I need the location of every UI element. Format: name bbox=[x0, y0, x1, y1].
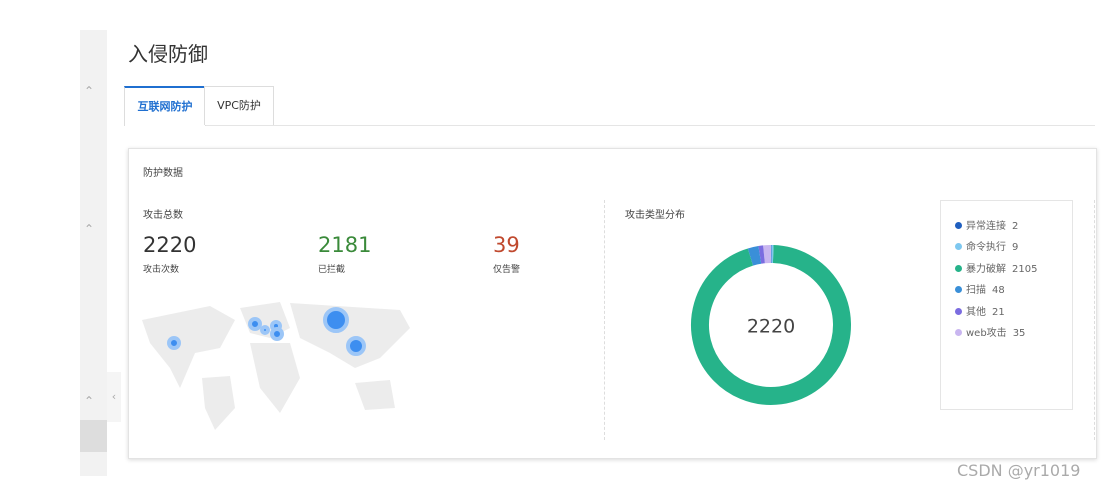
legend-name: 其他 bbox=[966, 306, 986, 318]
legend-dot bbox=[955, 222, 962, 229]
legend-value: 35 bbox=[1012, 328, 1026, 339]
legend-value: 2 bbox=[1012, 221, 1019, 232]
legend-item[interactable]: 暴力破解 2105 bbox=[955, 260, 1037, 275]
sidebar-block bbox=[80, 420, 107, 452]
stat-label: 已拦截 bbox=[318, 265, 346, 275]
legend-item[interactable]: web攻击 35 bbox=[955, 324, 1025, 339]
tab[interactable]: VPC防护 bbox=[204, 86, 274, 125]
donut-segment[interactable] bbox=[691, 245, 851, 405]
legend-item[interactable]: 其他 21 bbox=[955, 303, 1005, 318]
expand-handle[interactable]: ‹ bbox=[107, 372, 121, 422]
watermark: CSDN @yr1019 bbox=[957, 461, 1081, 480]
legend-dot bbox=[955, 307, 962, 315]
collapse-icon[interactable]: ⌃ bbox=[84, 84, 95, 98]
card bbox=[128, 148, 1097, 459]
tab[interactable]: 互联网防护 bbox=[124, 86, 206, 126]
collapse-icon[interactable]: ⌃ bbox=[84, 222, 95, 236]
section-title: 攻击类型分布 bbox=[625, 210, 685, 221]
collapse-icon[interactable]: ⌃ bbox=[84, 394, 95, 408]
page-title: 入侵防御 bbox=[128, 42, 208, 66]
stat-value: 2181 bbox=[318, 233, 372, 257]
legend-dot bbox=[955, 286, 962, 294]
legend-value: 21 bbox=[992, 306, 1005, 318]
sidebar bbox=[80, 30, 107, 476]
stat-label: 仅告警 bbox=[493, 265, 521, 275]
legend-value: 48 bbox=[992, 285, 1005, 297]
legend-name: web攻击 bbox=[966, 328, 1007, 339]
legend-name: 扫描 bbox=[966, 285, 986, 297]
stat-label: 攻击次数 bbox=[143, 265, 180, 275]
legend-item[interactable]: 异常连接 2 bbox=[955, 217, 1018, 232]
legend-item[interactable]: 命令执行 9 bbox=[955, 238, 1018, 253]
legend-item[interactable]: 扫描 48 bbox=[955, 281, 1005, 296]
legend-dot bbox=[955, 329, 962, 336]
card-title: 防护数据 bbox=[143, 168, 183, 179]
divider bbox=[1094, 200, 1095, 440]
section-title: 攻击总数 bbox=[143, 210, 183, 221]
legend-name: 命令执行 bbox=[966, 242, 1006, 254]
world-map bbox=[142, 302, 410, 430]
donut-segment[interactable] bbox=[747, 246, 762, 266]
legend-value: 2105 bbox=[1012, 263, 1038, 275]
legend-value: 9 bbox=[1012, 242, 1019, 254]
legend-name: 异常连接 bbox=[966, 221, 1006, 232]
donut-total: 2220 bbox=[747, 316, 795, 338]
legend-dot bbox=[955, 243, 962, 251]
donut-chart: 2220 bbox=[691, 245, 851, 405]
stat-value: 2220 bbox=[143, 233, 197, 257]
divider bbox=[604, 200, 605, 440]
legend-name: 暴力破解 bbox=[966, 263, 1006, 275]
donut-segment[interactable] bbox=[758, 245, 765, 264]
map-bubbles bbox=[167, 307, 366, 356]
tab-line bbox=[124, 125, 1095, 126]
stat-value: 39 bbox=[493, 233, 520, 257]
legend-dot bbox=[955, 264, 962, 272]
legend bbox=[940, 200, 1073, 410]
